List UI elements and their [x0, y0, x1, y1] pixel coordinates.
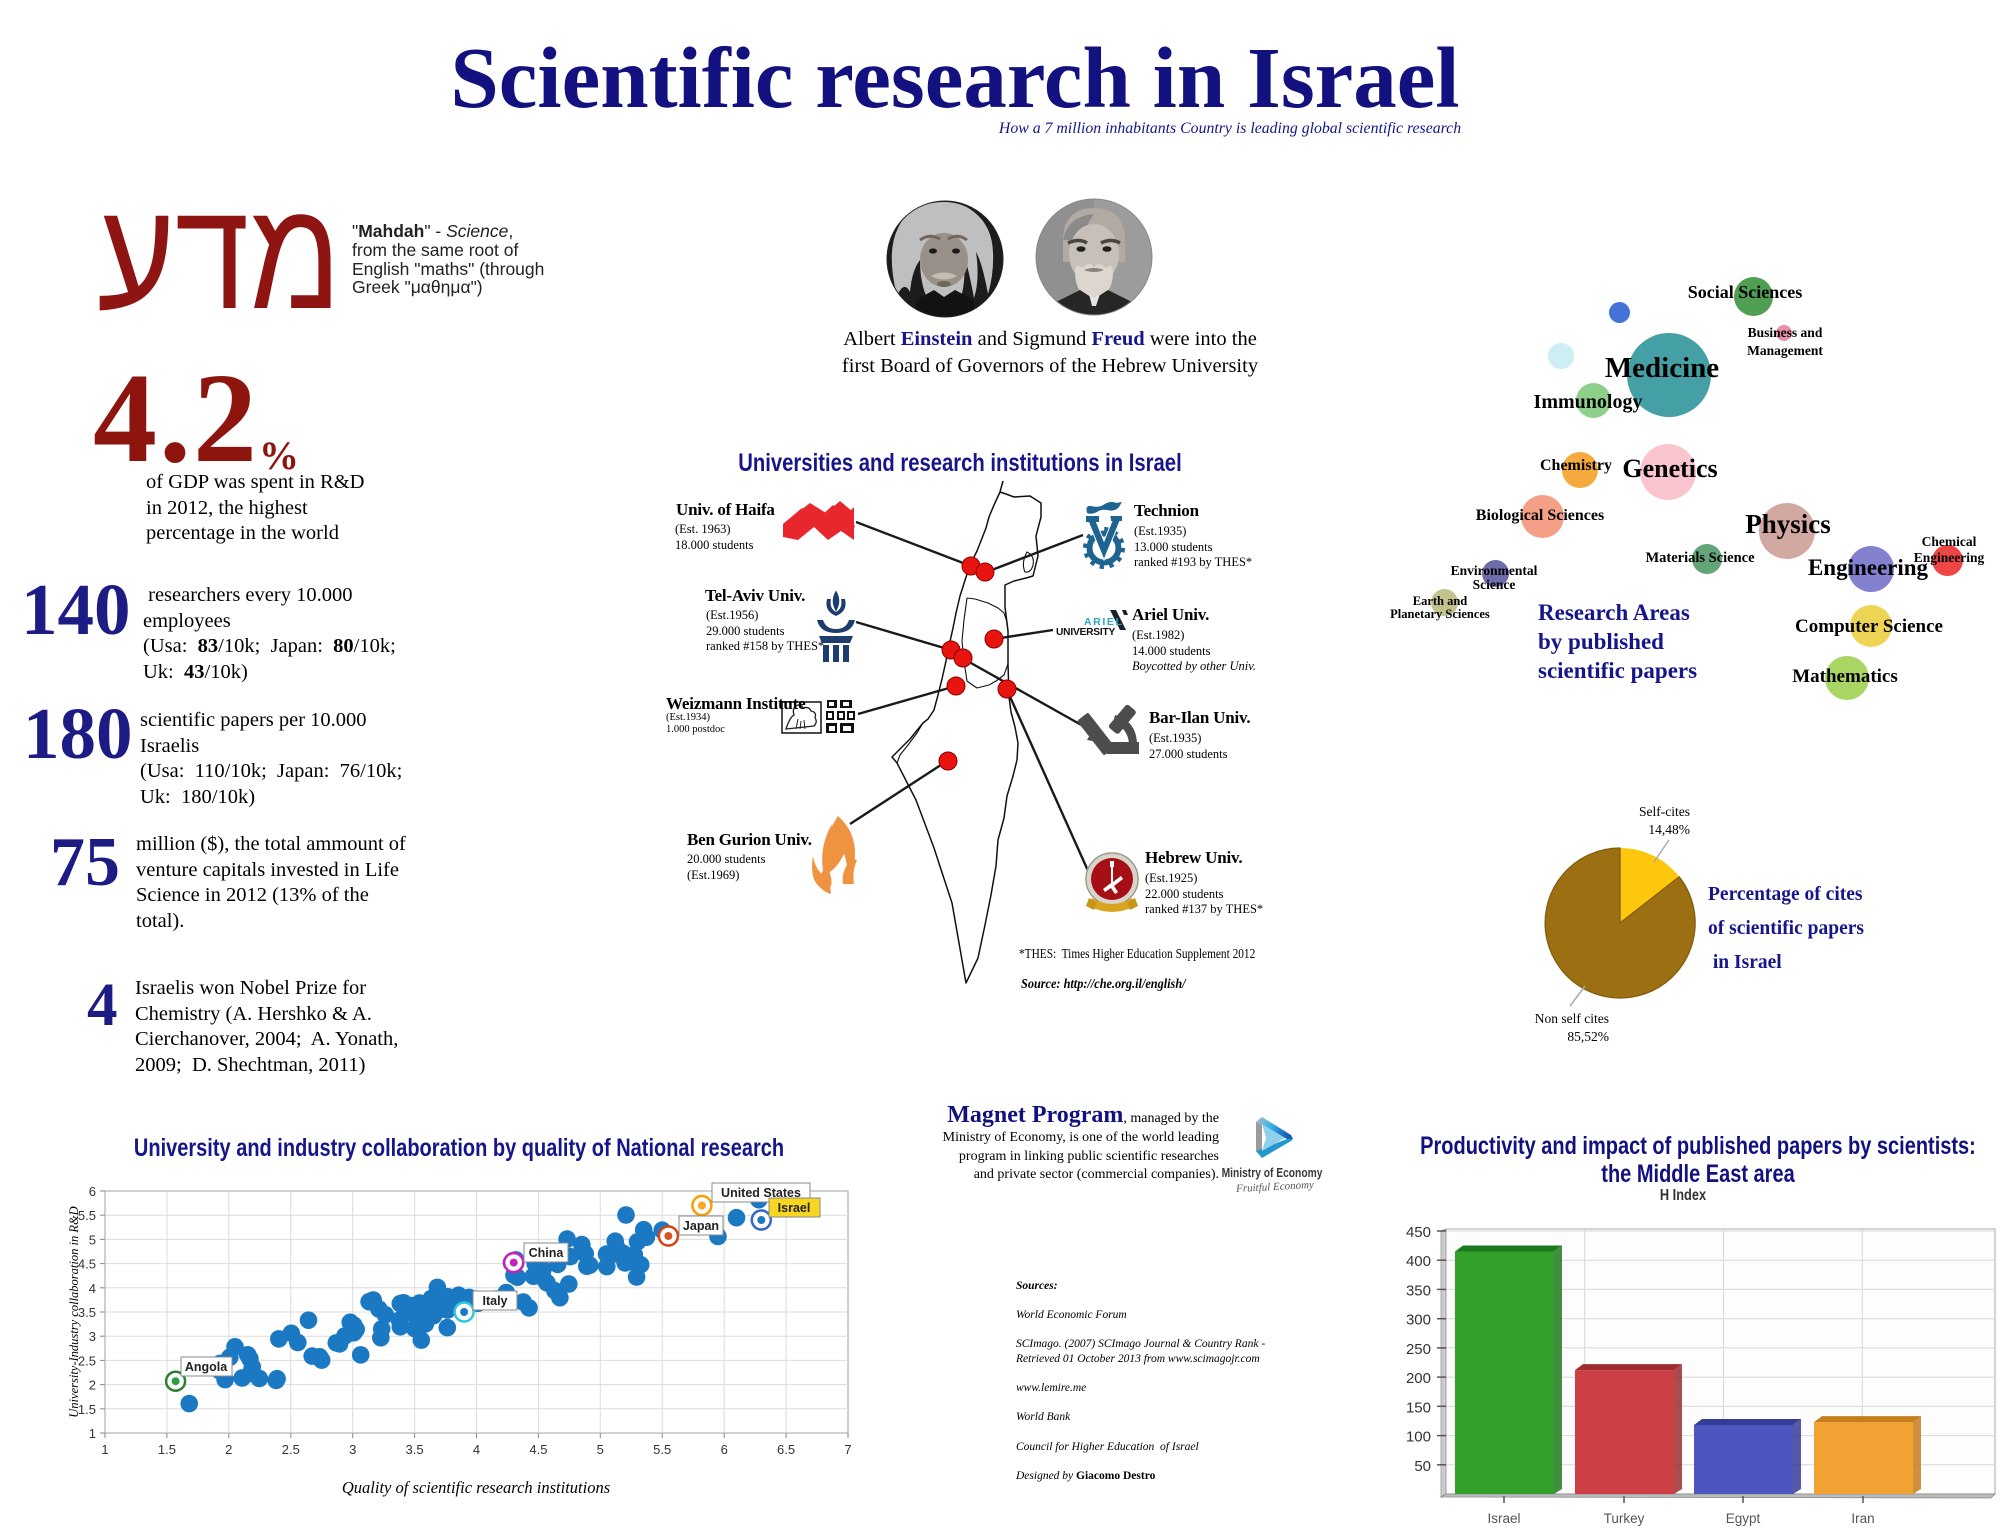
svg-text:1: 1 [89, 1426, 96, 1441]
svg-text:400: 400 [1406, 1253, 1431, 1270]
svg-text:Iran: Iran [1851, 1511, 1874, 1526]
svg-text:Israel: Israel [1487, 1511, 1520, 1526]
svg-text:250: 250 [1406, 1341, 1431, 1358]
svg-text:100: 100 [1406, 1429, 1431, 1446]
svg-text:7: 7 [844, 1442, 851, 1457]
svg-text:4.5: 4.5 [78, 1257, 96, 1272]
svg-text:Egypt: Egypt [1726, 1511, 1761, 1526]
svg-text:United States: United States [721, 1186, 801, 1200]
svg-text:2: 2 [225, 1442, 232, 1457]
svg-text:350: 350 [1406, 1282, 1431, 1299]
svg-text:3: 3 [89, 1329, 96, 1344]
svg-text:Israel: Israel [778, 1201, 811, 1215]
svg-text:5: 5 [597, 1442, 604, 1457]
svg-text:5: 5 [89, 1232, 96, 1247]
svg-text:3.5: 3.5 [78, 1305, 96, 1320]
svg-text:5.5: 5.5 [78, 1208, 96, 1223]
svg-text:150: 150 [1406, 1399, 1431, 1416]
svg-text:Italy: Italy [482, 1294, 507, 1308]
svg-text:Quality of scientific research: Quality of scientific research instituti… [342, 1478, 610, 1497]
svg-text:1.5: 1.5 [78, 1402, 96, 1417]
svg-text:China: China [529, 1246, 565, 1260]
svg-text:3: 3 [349, 1442, 356, 1457]
svg-text:Angola: Angola [185, 1360, 228, 1374]
svg-text:University-Industry collaborat: University-Industry collaboration in R&D [67, 1206, 81, 1417]
svg-text:Turkey: Turkey [1604, 1511, 1645, 1526]
svg-text:50: 50 [1414, 1458, 1431, 1475]
svg-text:4: 4 [473, 1442, 480, 1457]
svg-text:450: 450 [1406, 1224, 1431, 1241]
svg-text:1: 1 [101, 1442, 108, 1457]
svg-text:1.5: 1.5 [158, 1442, 176, 1457]
svg-text:6: 6 [721, 1442, 728, 1457]
svg-text:6.5: 6.5 [777, 1442, 795, 1457]
svg-text:4: 4 [89, 1281, 96, 1296]
svg-text:6: 6 [89, 1184, 96, 1199]
svg-text:2.5: 2.5 [78, 1353, 96, 1368]
svg-text:2: 2 [89, 1378, 96, 1393]
svg-text:Japan: Japan [683, 1219, 719, 1233]
svg-text:200: 200 [1406, 1370, 1431, 1387]
svg-text:5.5: 5.5 [653, 1442, 671, 1457]
svg-text:2.5: 2.5 [282, 1442, 300, 1457]
svg-text:4.5: 4.5 [529, 1442, 547, 1457]
svg-text:3.5: 3.5 [406, 1442, 424, 1457]
svg-text:300: 300 [1406, 1312, 1431, 1329]
